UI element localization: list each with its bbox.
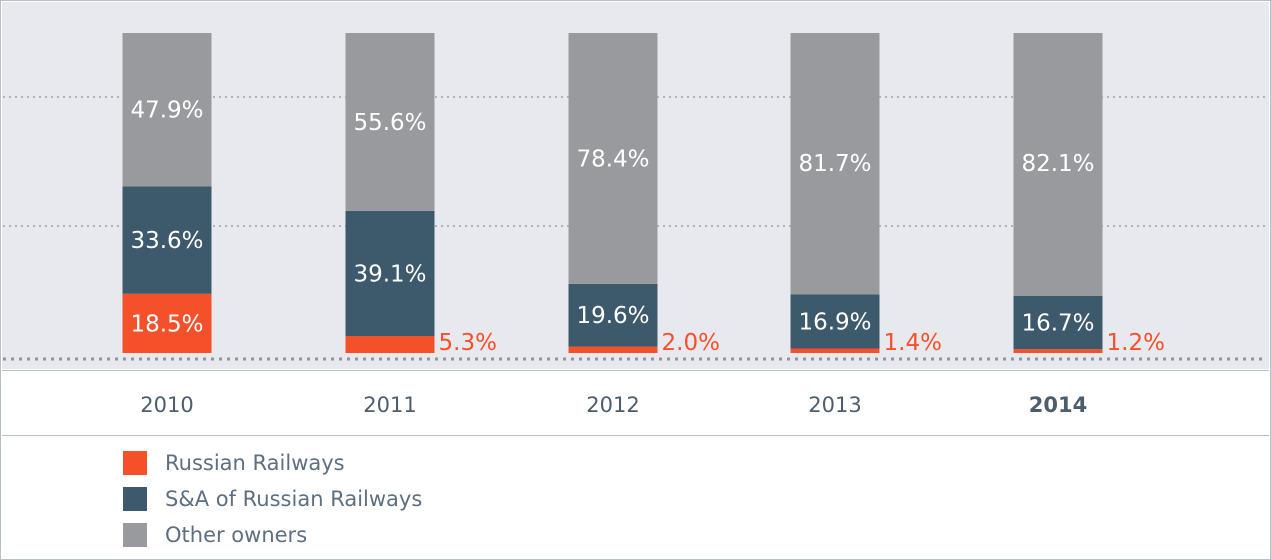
bar-other-owners-2012 <box>568 33 658 284</box>
bar-other-owners-2014 <box>1013 33 1103 296</box>
data-label-russian-railways-2014: 1.2% <box>1107 330 1165 356</box>
data-label-other-owners-2011: 55.6% <box>353 110 426 136</box>
bar-other-owners-2013 <box>790 33 880 295</box>
legend-item-sa-russian-railways: S&A of Russian Railways <box>123 481 422 517</box>
legend-swatch-other-owners <box>123 523 147 547</box>
bar-s-a-of-russian-railways-2011 <box>345 210 435 337</box>
data-label-other-owners-2010: 47.9% <box>130 98 203 124</box>
bar-russian-railways-2011 <box>345 336 435 353</box>
data-label-other-owners-2014: 82.1% <box>1021 151 1094 177</box>
x-tick-label-2012: 2012 <box>586 393 639 417</box>
bar-other-owners-2011 <box>345 33 435 211</box>
data-label-russian-railways-2010: 18.5% <box>130 311 203 337</box>
x-tick-label-2011: 2011 <box>363 393 416 417</box>
bar-s-a-of-russian-railways-2013 <box>790 294 880 349</box>
bar-s-a-of-russian-railways-2010 <box>122 186 212 294</box>
legend-label-other-owners: Other owners <box>165 523 308 547</box>
legend-item-russian-railways: Russian Railways <box>123 445 422 481</box>
x-axis-row <box>2 370 1269 436</box>
bar-russian-railways-2012 <box>568 346 658 353</box>
x-tick-label-2014: 2014 <box>1029 393 1087 417</box>
data-label-s-a-of-russian-railways-2014: 16.7% <box>1021 310 1094 336</box>
data-label-s-a-of-russian-railways-2013: 16.9% <box>798 309 871 335</box>
legend-label-russian-railways: Russian Railways <box>165 451 345 475</box>
x-tick-label-2013: 2013 <box>808 393 861 417</box>
x-tick-label-2010: 2010 <box>140 393 193 417</box>
data-label-russian-railways-2011: 5.3% <box>439 330 497 356</box>
bar-other-owners-2010 <box>122 33 212 187</box>
data-label-s-a-of-russian-railways-2010: 33.6% <box>130 228 203 254</box>
legend-item-other-owners: Other owners <box>123 517 422 553</box>
legend: Russian Railways S&A of Russian Railways… <box>123 445 422 553</box>
data-label-other-owners-2012: 78.4% <box>576 146 649 172</box>
data-label-s-a-of-russian-railways-2012: 19.6% <box>576 303 649 329</box>
legend-swatch-sa-russian-railways <box>123 487 147 511</box>
data-label-s-a-of-russian-railways-2011: 39.1% <box>353 261 426 287</box>
data-label-other-owners-2013: 81.7% <box>798 151 871 177</box>
bar-russian-railways-2014 <box>1013 349 1103 353</box>
bar-russian-railways-2010 <box>122 293 212 353</box>
bar-s-a-of-russian-railways-2014 <box>1013 295 1103 350</box>
data-label-russian-railways-2012: 2.0% <box>662 330 720 356</box>
legend-swatch-russian-railways <box>123 451 147 475</box>
bar-s-a-of-russian-railways-2012 <box>568 283 658 347</box>
legend-label-sa-russian-railways: S&A of Russian Railways <box>165 487 423 511</box>
bar-russian-railways-2013 <box>790 348 880 353</box>
data-label-russian-railways-2013: 1.4% <box>884 330 942 356</box>
